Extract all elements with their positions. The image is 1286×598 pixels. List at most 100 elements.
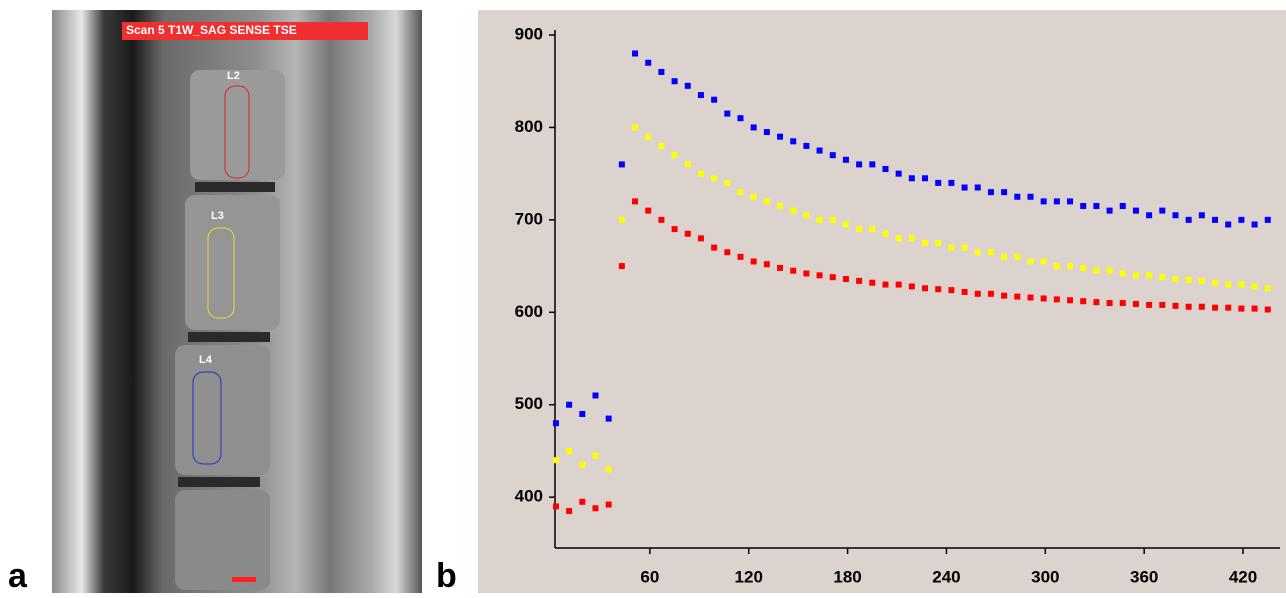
vertebra: [175, 345, 270, 475]
point: [1014, 193, 1021, 200]
point: [1106, 267, 1113, 274]
point: [1080, 298, 1087, 305]
point: [856, 161, 863, 168]
point: [922, 175, 929, 182]
point: [1093, 267, 1100, 274]
point: [1053, 296, 1060, 303]
point: [711, 175, 718, 182]
roi-label: L4: [199, 354, 213, 366]
point: [829, 274, 836, 281]
disc: [178, 477, 260, 487]
point: [1040, 258, 1047, 265]
x-tick-label: 360: [1130, 567, 1158, 586]
point: [882, 281, 889, 288]
point: [974, 184, 981, 191]
point: [697, 235, 704, 242]
point: [1212, 304, 1219, 311]
point: [869, 161, 876, 168]
disc: [188, 332, 270, 342]
point: [697, 170, 704, 177]
point: [829, 216, 836, 223]
point: [1159, 274, 1166, 281]
point: [1198, 277, 1205, 284]
point: [671, 152, 678, 159]
point: [1106, 207, 1113, 214]
point: [922, 285, 929, 292]
disc: [195, 182, 275, 192]
point: [895, 235, 902, 242]
point: [618, 216, 625, 223]
point: [632, 198, 639, 205]
point: [1014, 253, 1021, 260]
point: [987, 290, 994, 297]
point: [579, 461, 586, 468]
point: [777, 133, 784, 140]
point: [790, 207, 797, 214]
point: [750, 124, 757, 131]
point: [645, 207, 652, 214]
point: [948, 179, 955, 186]
x-tick-label: 180: [833, 567, 861, 586]
point: [1159, 207, 1166, 214]
x-tick-label: 240: [932, 567, 960, 586]
y-tick-label: 600: [515, 302, 543, 321]
scale-marker: [232, 577, 256, 582]
point: [658, 68, 665, 75]
point: [724, 179, 731, 186]
point: [1027, 193, 1034, 200]
roi-outline: [207, 227, 235, 319]
point: [737, 115, 744, 122]
point: [763, 129, 770, 136]
point: [1251, 305, 1258, 312]
roi-label: L2: [227, 70, 240, 82]
vertebra: [185, 195, 280, 330]
point: [935, 239, 942, 246]
point: [1185, 276, 1192, 283]
point: [1106, 300, 1113, 307]
point: [1119, 300, 1126, 307]
point: [1238, 216, 1245, 223]
point: [1251, 283, 1258, 290]
point: [1093, 203, 1100, 209]
point: [711, 96, 718, 103]
point: [592, 392, 599, 399]
point: [724, 110, 731, 117]
point: [1014, 293, 1021, 300]
point: [829, 152, 836, 159]
plot-background: [478, 10, 1286, 593]
vertebra: [175, 490, 270, 590]
point: [948, 244, 955, 251]
point: [777, 264, 784, 271]
point: [645, 59, 652, 66]
point: [605, 501, 612, 508]
roi-label: L3: [211, 210, 224, 222]
point: [1040, 295, 1047, 302]
point: [882, 230, 889, 237]
point: [1146, 272, 1153, 279]
point: [1185, 216, 1192, 223]
vertebra: [190, 70, 285, 180]
point: [803, 270, 810, 277]
y-tick-label: 700: [515, 209, 543, 228]
mri-image: Scan 5 T1W_SAG SENSE TSE L2 L3 L4: [52, 10, 422, 593]
point: [895, 281, 902, 288]
point: [671, 78, 678, 85]
point: [935, 286, 942, 293]
y-tick-label: 500: [515, 394, 543, 413]
point: [1159, 301, 1166, 308]
point: [816, 147, 823, 154]
point: [974, 290, 981, 297]
point: [671, 226, 678, 233]
point: [605, 466, 612, 473]
point: [658, 216, 665, 223]
point: [987, 249, 994, 256]
point: [605, 415, 612, 422]
point: [1053, 263, 1060, 270]
roi-outline: [192, 371, 222, 465]
point: [1198, 212, 1205, 219]
point: [566, 401, 573, 408]
point: [684, 82, 691, 89]
point: [987, 189, 994, 196]
point: [1146, 301, 1153, 308]
point: [1225, 221, 1232, 228]
